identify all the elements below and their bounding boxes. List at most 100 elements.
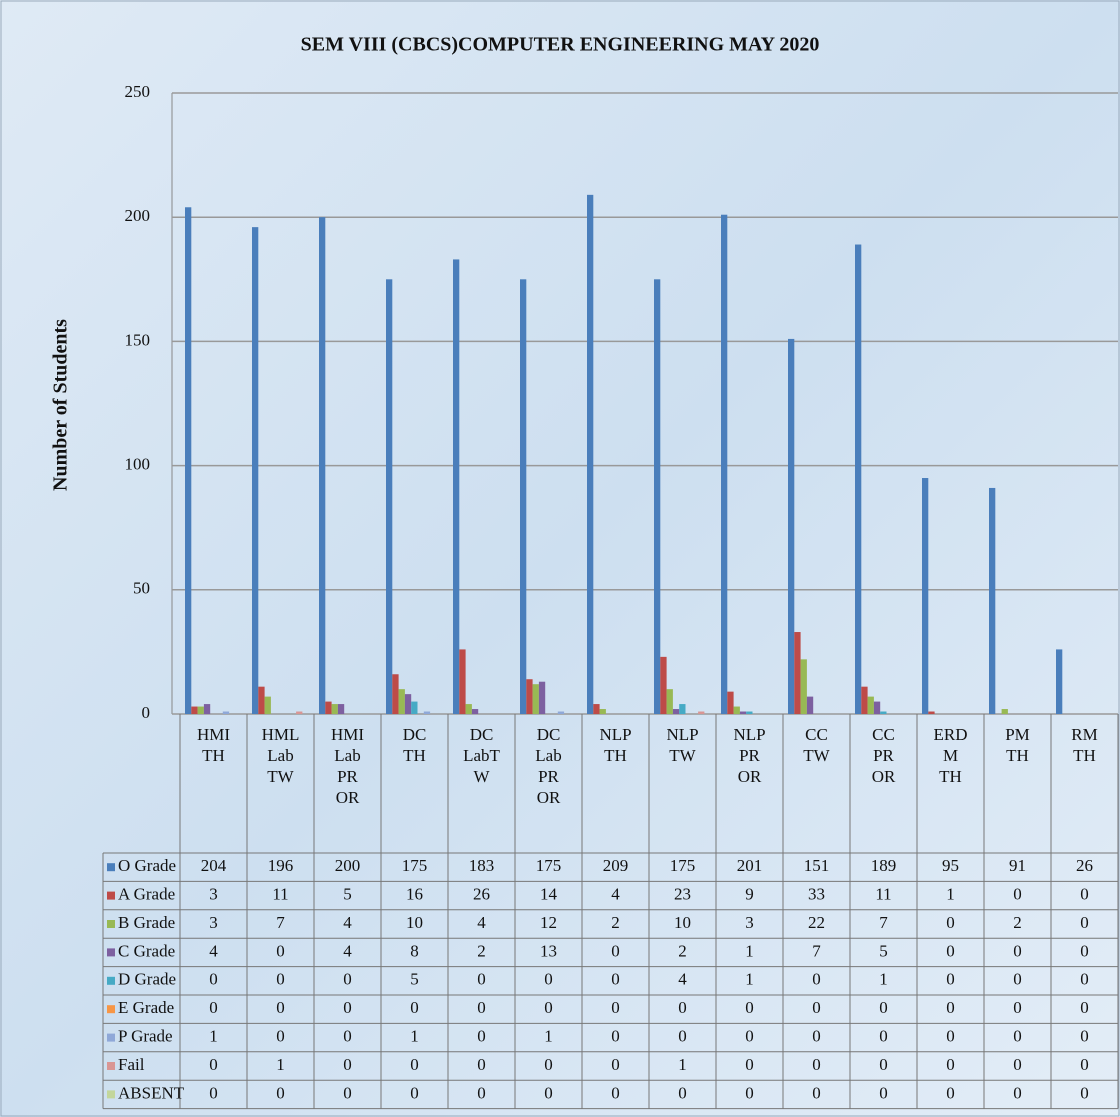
bar bbox=[337, 704, 345, 714]
y-tick-label: 100 bbox=[125, 455, 151, 474]
bar bbox=[861, 686, 868, 714]
table-value: 0 bbox=[209, 998, 218, 1017]
bar bbox=[873, 701, 881, 714]
bar bbox=[319, 217, 326, 714]
bar bbox=[855, 244, 862, 715]
bar bbox=[733, 706, 740, 714]
legend-label: D Grade bbox=[118, 970, 176, 989]
legend-label: P Grade bbox=[118, 1027, 173, 1046]
y-tick-label: 200 bbox=[125, 206, 151, 225]
bar bbox=[1056, 649, 1063, 714]
table-value: 0 bbox=[1013, 970, 1022, 989]
table-value: 0 bbox=[879, 1055, 888, 1074]
bar bbox=[538, 681, 546, 714]
table-value: 175 bbox=[670, 856, 696, 875]
table-value: 0 bbox=[879, 998, 888, 1017]
bar bbox=[654, 279, 661, 714]
table-value: 0 bbox=[745, 1027, 754, 1046]
table-value: 0 bbox=[678, 1083, 687, 1102]
table-value: 0 bbox=[946, 998, 955, 1017]
bar bbox=[1001, 709, 1008, 714]
legend-swatch bbox=[107, 1005, 115, 1014]
table-value: 0 bbox=[1013, 941, 1022, 960]
table-value: 0 bbox=[1080, 970, 1089, 989]
table-value: 0 bbox=[812, 970, 821, 989]
table-value: 26 bbox=[473, 885, 490, 904]
table-value: 1 bbox=[410, 1027, 419, 1046]
table-value: 16 bbox=[406, 885, 423, 904]
table-value: 0 bbox=[544, 998, 553, 1017]
table-value: 22 bbox=[808, 913, 825, 932]
table-value: 0 bbox=[946, 913, 955, 932]
bar bbox=[660, 656, 667, 714]
bar bbox=[185, 207, 192, 714]
bar bbox=[880, 711, 887, 714]
x-tick-label: DC TH bbox=[402, 725, 427, 765]
table-value: 0 bbox=[611, 1083, 620, 1102]
table-value: 0 bbox=[1080, 1055, 1089, 1074]
table-value: 0 bbox=[946, 1027, 955, 1046]
bar bbox=[386, 279, 393, 714]
bar bbox=[698, 711, 705, 714]
legend-swatch bbox=[107, 863, 115, 872]
table-value: 0 bbox=[410, 998, 419, 1017]
table-value: 0 bbox=[209, 1083, 218, 1102]
bar bbox=[532, 684, 539, 714]
bar bbox=[325, 701, 332, 714]
x-tick-label: CC TW bbox=[803, 725, 830, 765]
table-value: 0 bbox=[343, 998, 352, 1017]
legend-swatch bbox=[107, 1062, 115, 1070]
table-value: 4 bbox=[343, 941, 352, 960]
x-tick-label: NLP PR OR bbox=[733, 725, 766, 786]
table-value: 0 bbox=[343, 1027, 352, 1046]
table-value: 0 bbox=[611, 1055, 620, 1074]
bar bbox=[794, 632, 801, 714]
bar bbox=[800, 659, 807, 714]
table-value: 8 bbox=[410, 941, 419, 960]
legend-swatch bbox=[107, 1033, 115, 1042]
bar bbox=[264, 696, 271, 714]
table-value: 0 bbox=[611, 1027, 620, 1046]
table-value: 7 bbox=[812, 941, 821, 960]
table-value: 0 bbox=[477, 1055, 486, 1074]
bar bbox=[459, 649, 466, 714]
bar bbox=[867, 696, 874, 714]
table-value: 189 bbox=[871, 856, 897, 875]
table-value: 0 bbox=[1013, 885, 1022, 904]
table-value: 175 bbox=[402, 856, 428, 875]
table-value: 0 bbox=[276, 970, 285, 989]
table-value: 175 bbox=[536, 856, 562, 875]
x-tick-label: ERD M TH bbox=[933, 725, 968, 786]
table-value: 2 bbox=[678, 941, 687, 960]
bar bbox=[721, 214, 728, 714]
chart-title: SEM VIII (CBCS)COMPUTER ENGINEERING MAY … bbox=[301, 34, 820, 56]
table-value: 0 bbox=[879, 1027, 888, 1046]
bar bbox=[788, 338, 795, 714]
table-value: 95 bbox=[942, 856, 959, 875]
table-value: 0 bbox=[946, 970, 955, 989]
table-value: 0 bbox=[1080, 941, 1089, 960]
y-tick-label: 50 bbox=[133, 579, 150, 598]
table-value: 0 bbox=[745, 998, 754, 1017]
table-value: 0 bbox=[611, 998, 620, 1017]
table-value: 5 bbox=[879, 941, 888, 960]
table-value: 0 bbox=[343, 1083, 352, 1102]
table-value: 0 bbox=[276, 1083, 285, 1102]
legend-swatch bbox=[107, 920, 115, 928]
table-value: 151 bbox=[804, 856, 830, 875]
bar bbox=[599, 709, 606, 714]
table-value: 13 bbox=[540, 941, 557, 960]
table-value: 0 bbox=[1013, 1083, 1022, 1102]
bar bbox=[258, 686, 265, 714]
bar bbox=[465, 704, 472, 714]
table-value: 10 bbox=[674, 913, 691, 932]
table-value: 0 bbox=[410, 1083, 419, 1102]
bar bbox=[672, 709, 680, 714]
table-value: 0 bbox=[879, 1083, 888, 1102]
bar bbox=[922, 478, 929, 714]
bar bbox=[222, 711, 230, 714]
bar bbox=[587, 194, 594, 714]
table-value: 2 bbox=[477, 941, 486, 960]
table-value: 0 bbox=[611, 970, 620, 989]
